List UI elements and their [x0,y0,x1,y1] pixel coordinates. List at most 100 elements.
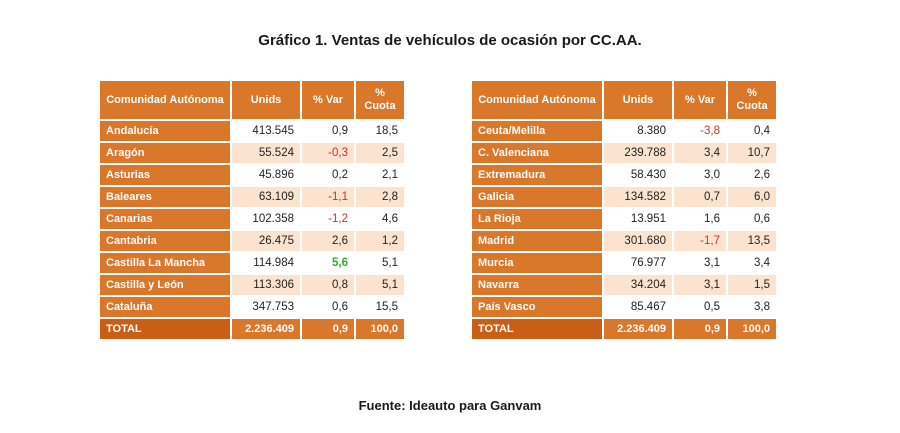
share-cell: 6,0 [728,187,776,207]
units-cell: 8.380 [604,121,672,141]
table-row: Andalucía 413.545 0,9 18,5 [100,121,404,141]
share-cell: 0,6 [728,209,776,229]
total-share: 100,0 [728,319,776,339]
region-cell: C. Valenciana [472,143,602,163]
var-cell: -3,8 [674,121,726,141]
total-var: 0,9 [302,319,354,339]
var-cell: 0,5 [674,297,726,317]
total-label: TOTAL [472,319,602,339]
table-row: Cataluña 347.753 0,6 15,5 [100,297,404,317]
units-cell: 347.753 [232,297,300,317]
region-cell: Andalucía [100,121,230,141]
table-row: Navarra 34.204 3,1 1,5 [472,275,776,295]
total-row: TOTAL 2.236.409 0,9 100,0 [100,319,404,339]
total-row: TOTAL 2.236.409 0,9 100,0 [472,319,776,339]
region-cell: Cataluña [100,297,230,317]
var-cell: 1,6 [674,209,726,229]
table-row: País Vasco 85.467 0,5 3,8 [472,297,776,317]
region-cell: Navarra [472,275,602,295]
share-cell: 2,6 [728,165,776,185]
var-cell: 0,9 [302,121,354,141]
table-row: Extremadura 58.430 3,0 2,6 [472,165,776,185]
region-cell: Asturias [100,165,230,185]
header-share: % Cuota [356,81,404,119]
table-row: Castilla y León 113.306 0,8 5,1 [100,275,404,295]
units-cell: 239.788 [604,143,672,163]
var-cell: 0,7 [674,187,726,207]
table-row: C. Valenciana 239.788 3,4 10,7 [472,143,776,163]
units-cell: 102.358 [232,209,300,229]
units-cell: 114.984 [232,253,300,273]
share-cell: 1,5 [728,275,776,295]
units-cell: 58.430 [604,165,672,185]
total-units: 2.236.409 [232,319,300,339]
total-var: 0,9 [674,319,726,339]
units-cell: 13.951 [604,209,672,229]
chart-title: Gráfico 1. Ventas de vehículos de ocasió… [258,32,642,49]
share-cell: 2,5 [356,143,404,163]
header-units: Unids [232,81,300,119]
sales-table-right: Comunidad Autónoma Unids % Var % Cuota C… [470,79,778,341]
share-cell: 18,5 [356,121,404,141]
table-row: Galicia 134.582 0,7 6,0 [472,187,776,207]
share-cell: 13,5 [728,231,776,251]
var-cell: -1,7 [674,231,726,251]
header-units: Unids [604,81,672,119]
share-cell: 3,4 [728,253,776,273]
units-cell: 413.545 [232,121,300,141]
var-cell: 3,4 [674,143,726,163]
region-cell: La Rioja [472,209,602,229]
table-row: Madrid 301.680 -1,7 13,5 [472,231,776,251]
share-cell: 10,7 [728,143,776,163]
units-cell: 85.467 [604,297,672,317]
units-cell: 113.306 [232,275,300,295]
units-cell: 134.582 [604,187,672,207]
table-row: Baleares 63.109 -1,1 2,8 [100,187,404,207]
region-cell: País Vasco [472,297,602,317]
region-cell: Extremadura [472,165,602,185]
share-cell: 5,1 [356,253,404,273]
region-cell: Aragón [100,143,230,163]
header-var: % Var [302,81,354,119]
var-cell: 2,6 [302,231,354,251]
var-cell: -0,3 [302,143,354,163]
header-region: Comunidad Autónoma [100,81,230,119]
table-row: Murcia 76.977 3,1 3,4 [472,253,776,273]
var-cell: 3,1 [674,275,726,295]
share-cell: 4,6 [356,209,404,229]
units-cell: 63.109 [232,187,300,207]
total-share: 100,0 [356,319,404,339]
table-row: Castilla La Mancha 114.984 5,6 5,1 [100,253,404,273]
units-cell: 45.896 [232,165,300,185]
share-cell: 2,8 [356,187,404,207]
share-cell: 3,8 [728,297,776,317]
header-share: % Cuota [728,81,776,119]
header-region: Comunidad Autónoma [472,81,602,119]
region-cell: Madrid [472,231,602,251]
region-cell: Ceuta/Melilla [472,121,602,141]
units-cell: 26.475 [232,231,300,251]
var-cell: 3,0 [674,165,726,185]
region-cell: Canarias [100,209,230,229]
table-row: Cantabria 26.475 2,6 1,2 [100,231,404,251]
total-label: TOTAL [100,319,230,339]
table-row: La Rioja 13.951 1,6 0,6 [472,209,776,229]
share-cell: 1,2 [356,231,404,251]
var-cell: -1,1 [302,187,354,207]
table-row: Aragón 55.524 -0,3 2,5 [100,143,404,163]
var-cell: -1,2 [302,209,354,229]
source-note: Fuente: Ideauto para Ganvam [358,398,542,413]
table-row: Asturias 45.896 0,2 2,1 [100,165,404,185]
var-cell: 0,6 [302,297,354,317]
var-cell: 0,8 [302,275,354,295]
region-cell: Galicia [472,187,602,207]
region-cell: Murcia [472,253,602,273]
region-cell: Castilla y León [100,275,230,295]
total-units: 2.236.409 [604,319,672,339]
units-cell: 76.977 [604,253,672,273]
share-cell: 0,4 [728,121,776,141]
units-cell: 55.524 [232,143,300,163]
table-row: Canarias 102.358 -1,2 4,6 [100,209,404,229]
var-cell: 3,1 [674,253,726,273]
share-cell: 15,5 [356,297,404,317]
